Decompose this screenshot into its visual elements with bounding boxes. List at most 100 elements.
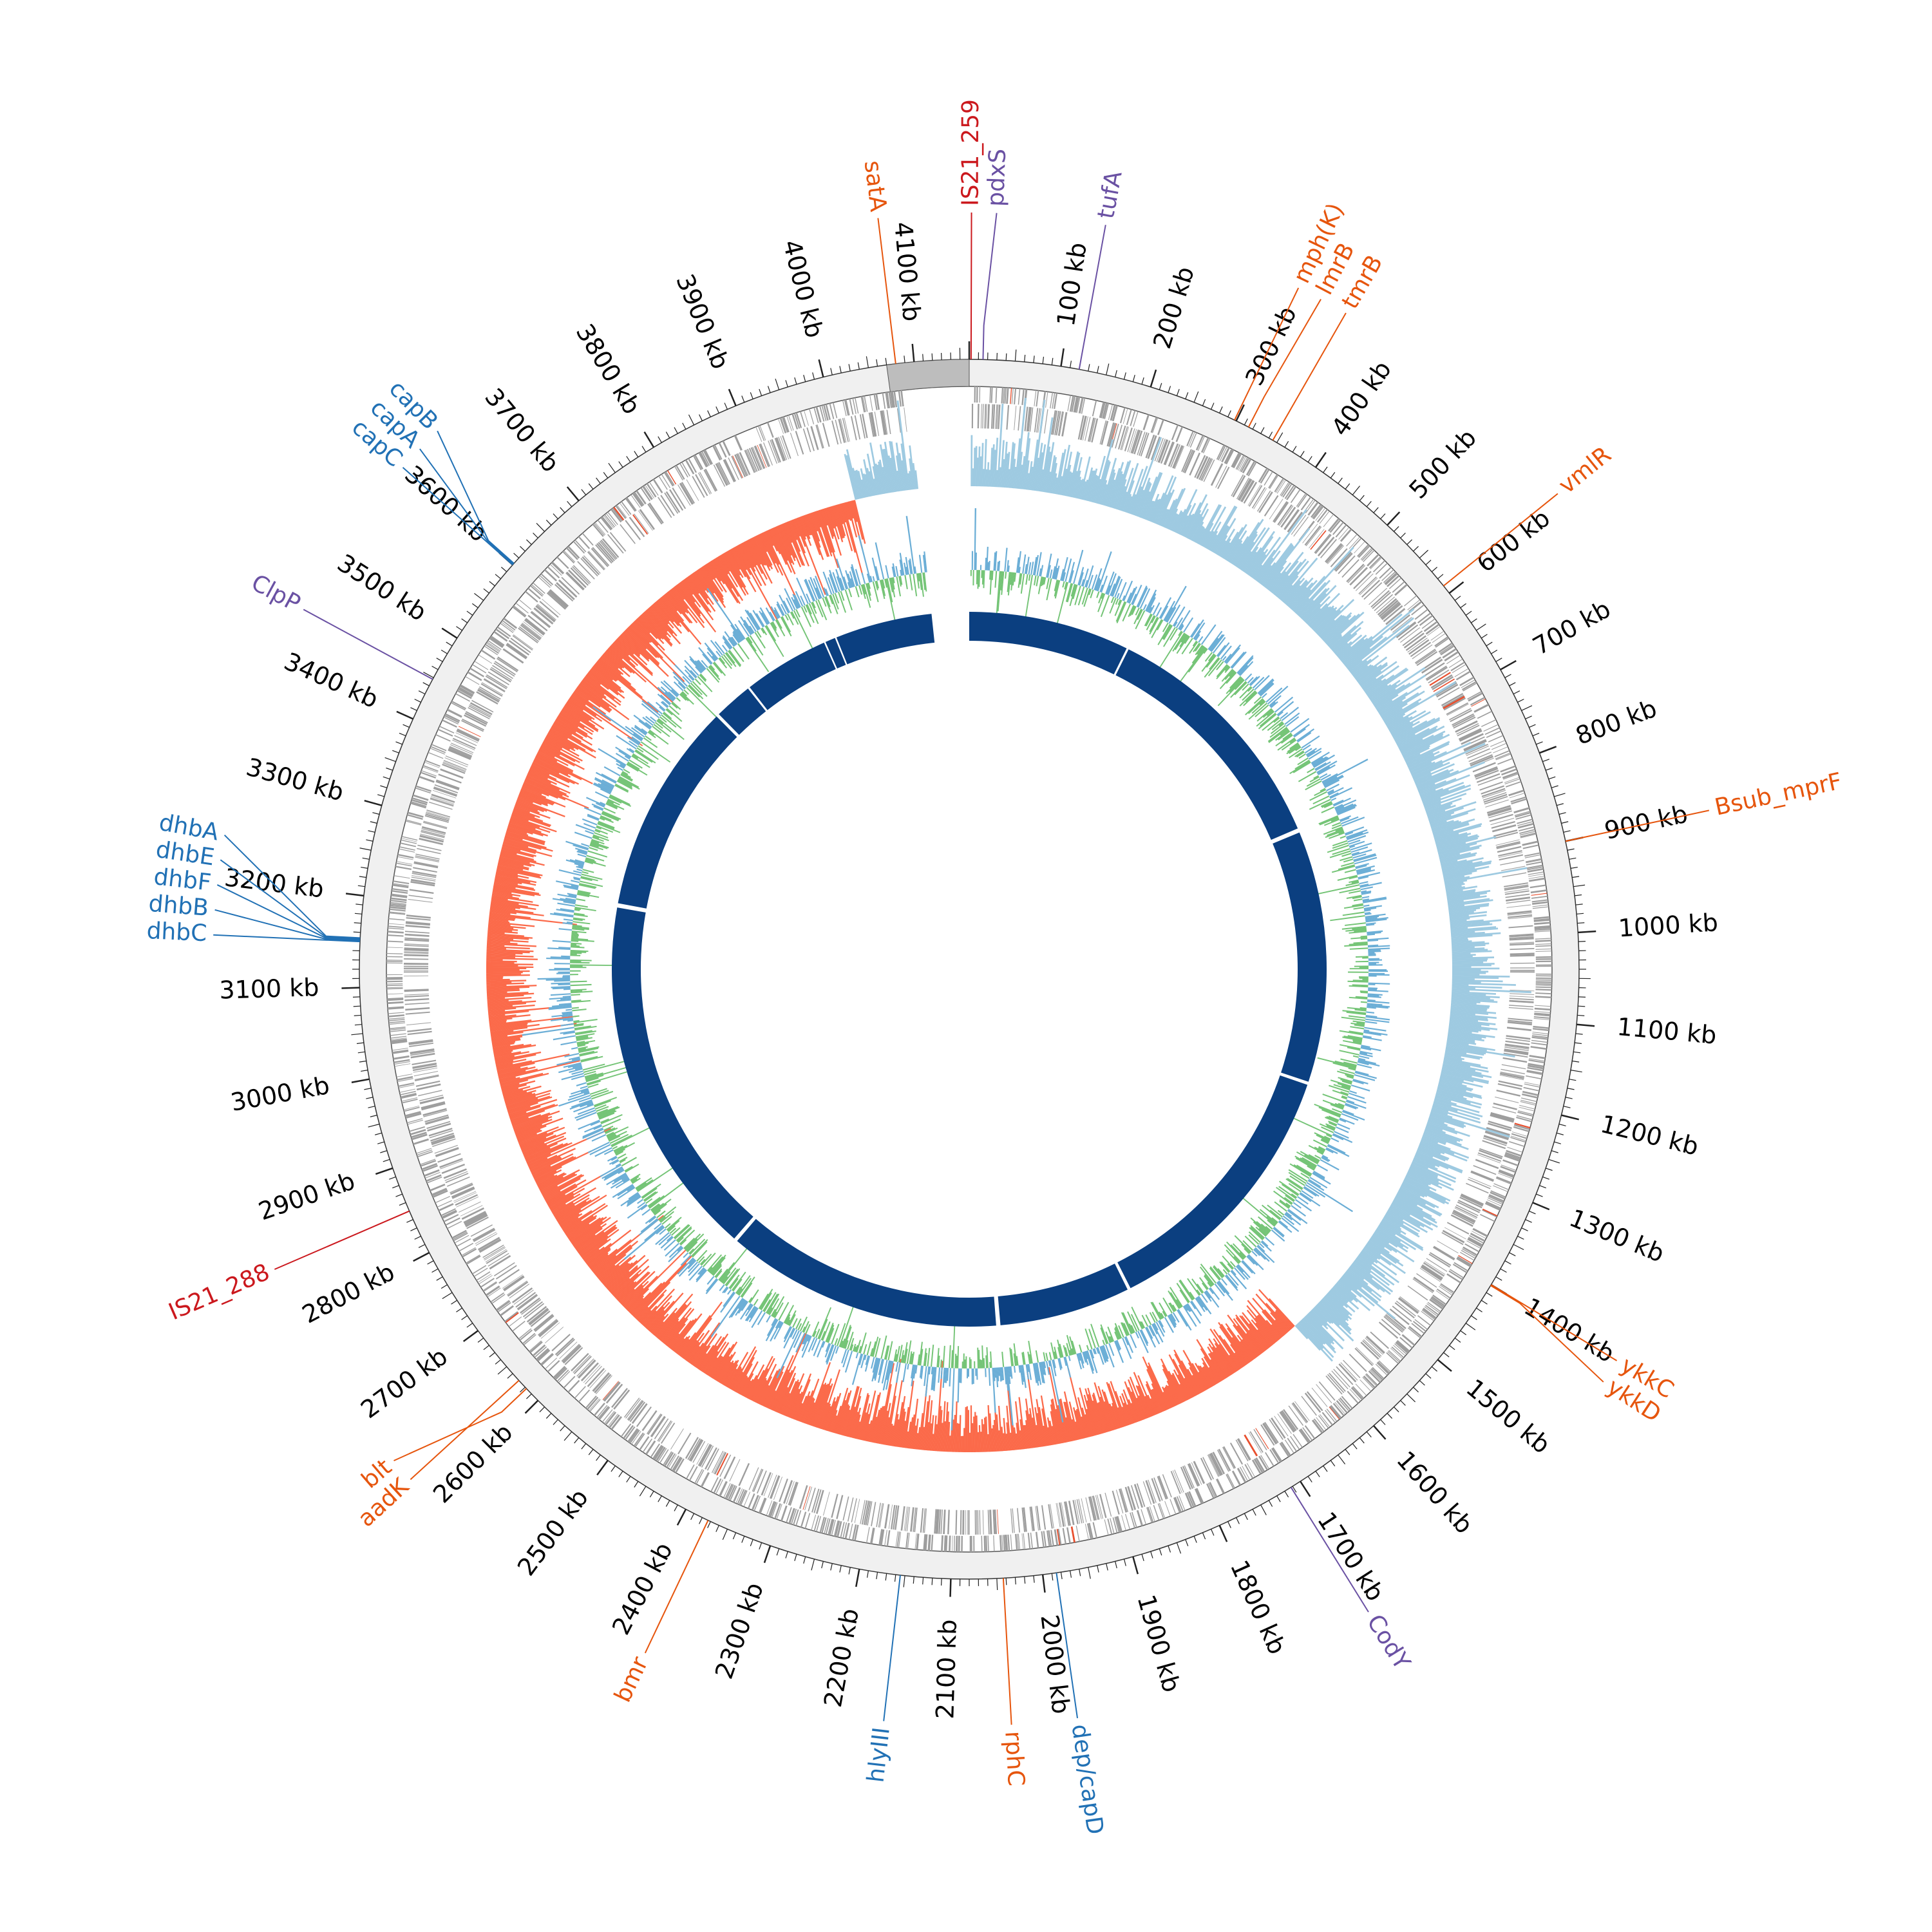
gc-skew-bar: [1442, 1066, 1492, 1079]
gc-skew-bar: [498, 1068, 538, 1079]
cds-feature: [1108, 422, 1117, 447]
gc-skew-bar: [696, 1352, 708, 1368]
gc-content-bar: [1239, 661, 1254, 676]
gc-skew-bar: [559, 1213, 580, 1227]
gc-skew-bar: [1265, 1302, 1291, 1331]
gc-skew-bar: [542, 1174, 585, 1198]
minor-tick: [1211, 1529, 1215, 1536]
cds-feature: [1284, 485, 1295, 499]
cds-feature: [1396, 1300, 1416, 1317]
gc-skew-bar: [509, 821, 542, 833]
gc-skew-bar: [1309, 1311, 1329, 1330]
gc-skew-bar: [809, 513, 820, 542]
major-tick: [413, 1251, 430, 1262]
cds-feature: [388, 1012, 404, 1014]
cds-feature: [527, 587, 541, 600]
gc-skew-bar: [1347, 1269, 1382, 1298]
cds-feature: [1194, 1488, 1203, 1504]
gc-skew-bar: [741, 1373, 754, 1396]
gc-content-bar: [1163, 627, 1176, 647]
cds-feature: [564, 550, 576, 563]
cds-feature: [861, 1500, 867, 1525]
minor-tick: [495, 1359, 501, 1365]
gc-skew-bar: [1397, 725, 1438, 748]
cds-feature: [435, 781, 460, 791]
cds-feature: [390, 1039, 408, 1043]
minor-tick: [1115, 370, 1117, 377]
cds-feature: [444, 715, 460, 723]
cds-feature: [406, 819, 422, 825]
cds-feature: [1458, 728, 1482, 740]
cds-feature: [718, 442, 727, 458]
gc-skew-bar: [1094, 439, 1114, 504]
gc-skew-bar: [1063, 1391, 1077, 1441]
gc-skew-bar: [496, 1060, 533, 1070]
gc-content-bar: [1337, 806, 1356, 816]
gc-skew-bar: [1285, 580, 1308, 605]
gc-skew-bar: [674, 1336, 688, 1353]
cds-feature: [405, 925, 430, 929]
cds-feature: [1035, 1531, 1039, 1548]
cds-feature: [1229, 1442, 1244, 1465]
cds-feature: [415, 853, 440, 860]
cds-feature: [1219, 446, 1227, 462]
gc-skew-bar: [772, 1372, 791, 1411]
gc-skew-bar: [837, 504, 844, 525]
gc-content-bar: [1281, 706, 1300, 721]
cds-feature: [522, 1301, 544, 1318]
gc-content-bar: [1054, 582, 1069, 634]
gc-skew-bar: [825, 507, 842, 556]
cds-feature: [1362, 1377, 1374, 1389]
gc-skew-bar: [1302, 1318, 1336, 1354]
gc-skew-bar: [1084, 1388, 1099, 1435]
gc-skew-bar: [708, 562, 722, 582]
gc-skew-bar: [1309, 606, 1329, 627]
gc-skew-bar: [1325, 1294, 1352, 1320]
gc-skew-bar: [1197, 504, 1220, 545]
cds-feature: [849, 399, 854, 415]
gc-skew-bar: [554, 1197, 590, 1220]
cds-feature: [400, 842, 417, 848]
gc-skew-bar: [616, 638, 634, 655]
minor-tick: [741, 1536, 745, 1543]
minor-tick: [1471, 1315, 1477, 1320]
cds-feature: [629, 1401, 646, 1423]
cds-feature: [1054, 1529, 1059, 1546]
cds-feature: [1495, 839, 1520, 846]
gc-content-bar: [1115, 598, 1119, 605]
gc-skew-bar: [815, 511, 833, 557]
gc-skew-bar: [1340, 1277, 1375, 1307]
gc-skew-bar: [837, 1392, 850, 1434]
cds-feature: [634, 1433, 645, 1448]
gc-content-bar: [1333, 797, 1351, 807]
gc-skew-bar: [1376, 694, 1399, 710]
gc-content-bar: [1339, 815, 1351, 821]
gc-content-bar: [1226, 676, 1242, 694]
cds-feature: [1497, 1083, 1522, 1090]
gc-skew-bar: [497, 867, 542, 879]
cds-feature: [1386, 1352, 1399, 1365]
cds-feature: [554, 1367, 567, 1381]
gc-skew-bar: [835, 504, 846, 536]
cds-feature: [1424, 1261, 1446, 1275]
gc-skew-bar: [532, 1156, 574, 1177]
cds-feature: [898, 1531, 902, 1548]
minor-tick: [641, 446, 647, 453]
gc-skew-bar: [1448, 1032, 1486, 1039]
gc-content-bar: [1349, 876, 1358, 880]
minor-tick: [361, 1070, 368, 1072]
gc-content-bar: [1356, 869, 1376, 875]
gc-skew-bar: [1393, 1198, 1437, 1224]
cds-feature: [699, 451, 709, 467]
gc-skew-bar: [1005, 451, 1010, 488]
cds-feature: [1441, 1232, 1464, 1245]
cds-feature: [715, 1479, 724, 1495]
cds-feature: [639, 509, 655, 530]
gc-content-bar: [1014, 573, 1017, 582]
gc-content-bar: [1022, 554, 1027, 574]
cds-feature: [811, 1488, 820, 1513]
gc-skew-bar: [753, 1378, 767, 1403]
cds-feature: [1504, 1155, 1520, 1162]
cds-feature: [1509, 998, 1534, 1001]
gc-skew-bar: [1015, 1401, 1022, 1450]
